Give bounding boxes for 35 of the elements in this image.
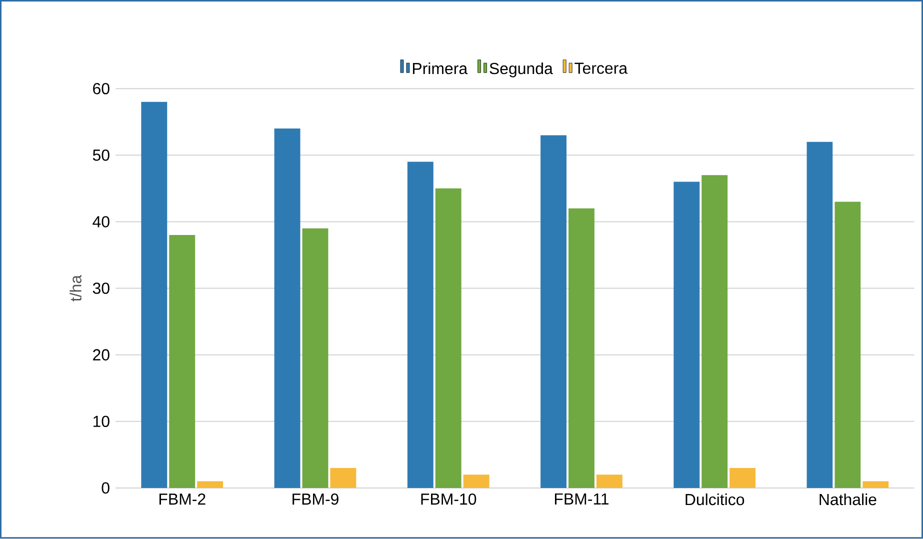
bar [169, 235, 196, 488]
bar [463, 474, 490, 488]
y-tick-label: 60 [93, 83, 110, 94]
bar [330, 468, 356, 488]
y-tick-label: 30 [92, 282, 110, 294]
bar [407, 162, 434, 488]
y-axis-title: t/ha [70, 275, 82, 302]
bar [435, 188, 462, 488]
x-tick-label: FBM-9 [292, 494, 338, 505]
bar [806, 142, 833, 488]
bar [596, 474, 622, 488]
y-tick-label: 0 [102, 482, 110, 494]
legend-label: Tercera [574, 62, 628, 74]
y-tick-label: 20 [93, 349, 110, 361]
y-tick-label: 40 [92, 216, 110, 228]
bar [274, 128, 300, 488]
y-tick-label: 10 [94, 416, 110, 428]
bar [540, 135, 566, 488]
bar [834, 202, 861, 488]
legend-label: Primera [412, 62, 468, 74]
legend-label: Segunda [490, 62, 553, 78]
bar [702, 175, 728, 488]
bar [141, 102, 168, 488]
bar [674, 182, 700, 488]
x-tick-label: Dulcitico [686, 494, 744, 506]
bar [862, 481, 889, 488]
bar [302, 228, 328, 488]
bar [730, 468, 756, 488]
y-tick-label: 50 [92, 150, 110, 161]
x-tick-label: Nathalie [820, 494, 876, 506]
bar [568, 208, 594, 488]
bar [197, 481, 224, 488]
x-tick-label: FBM-10 [421, 494, 476, 505]
x-tick-label: FBM-2 [159, 494, 206, 505]
x-tick-label: FBM-11 [554, 494, 608, 505]
